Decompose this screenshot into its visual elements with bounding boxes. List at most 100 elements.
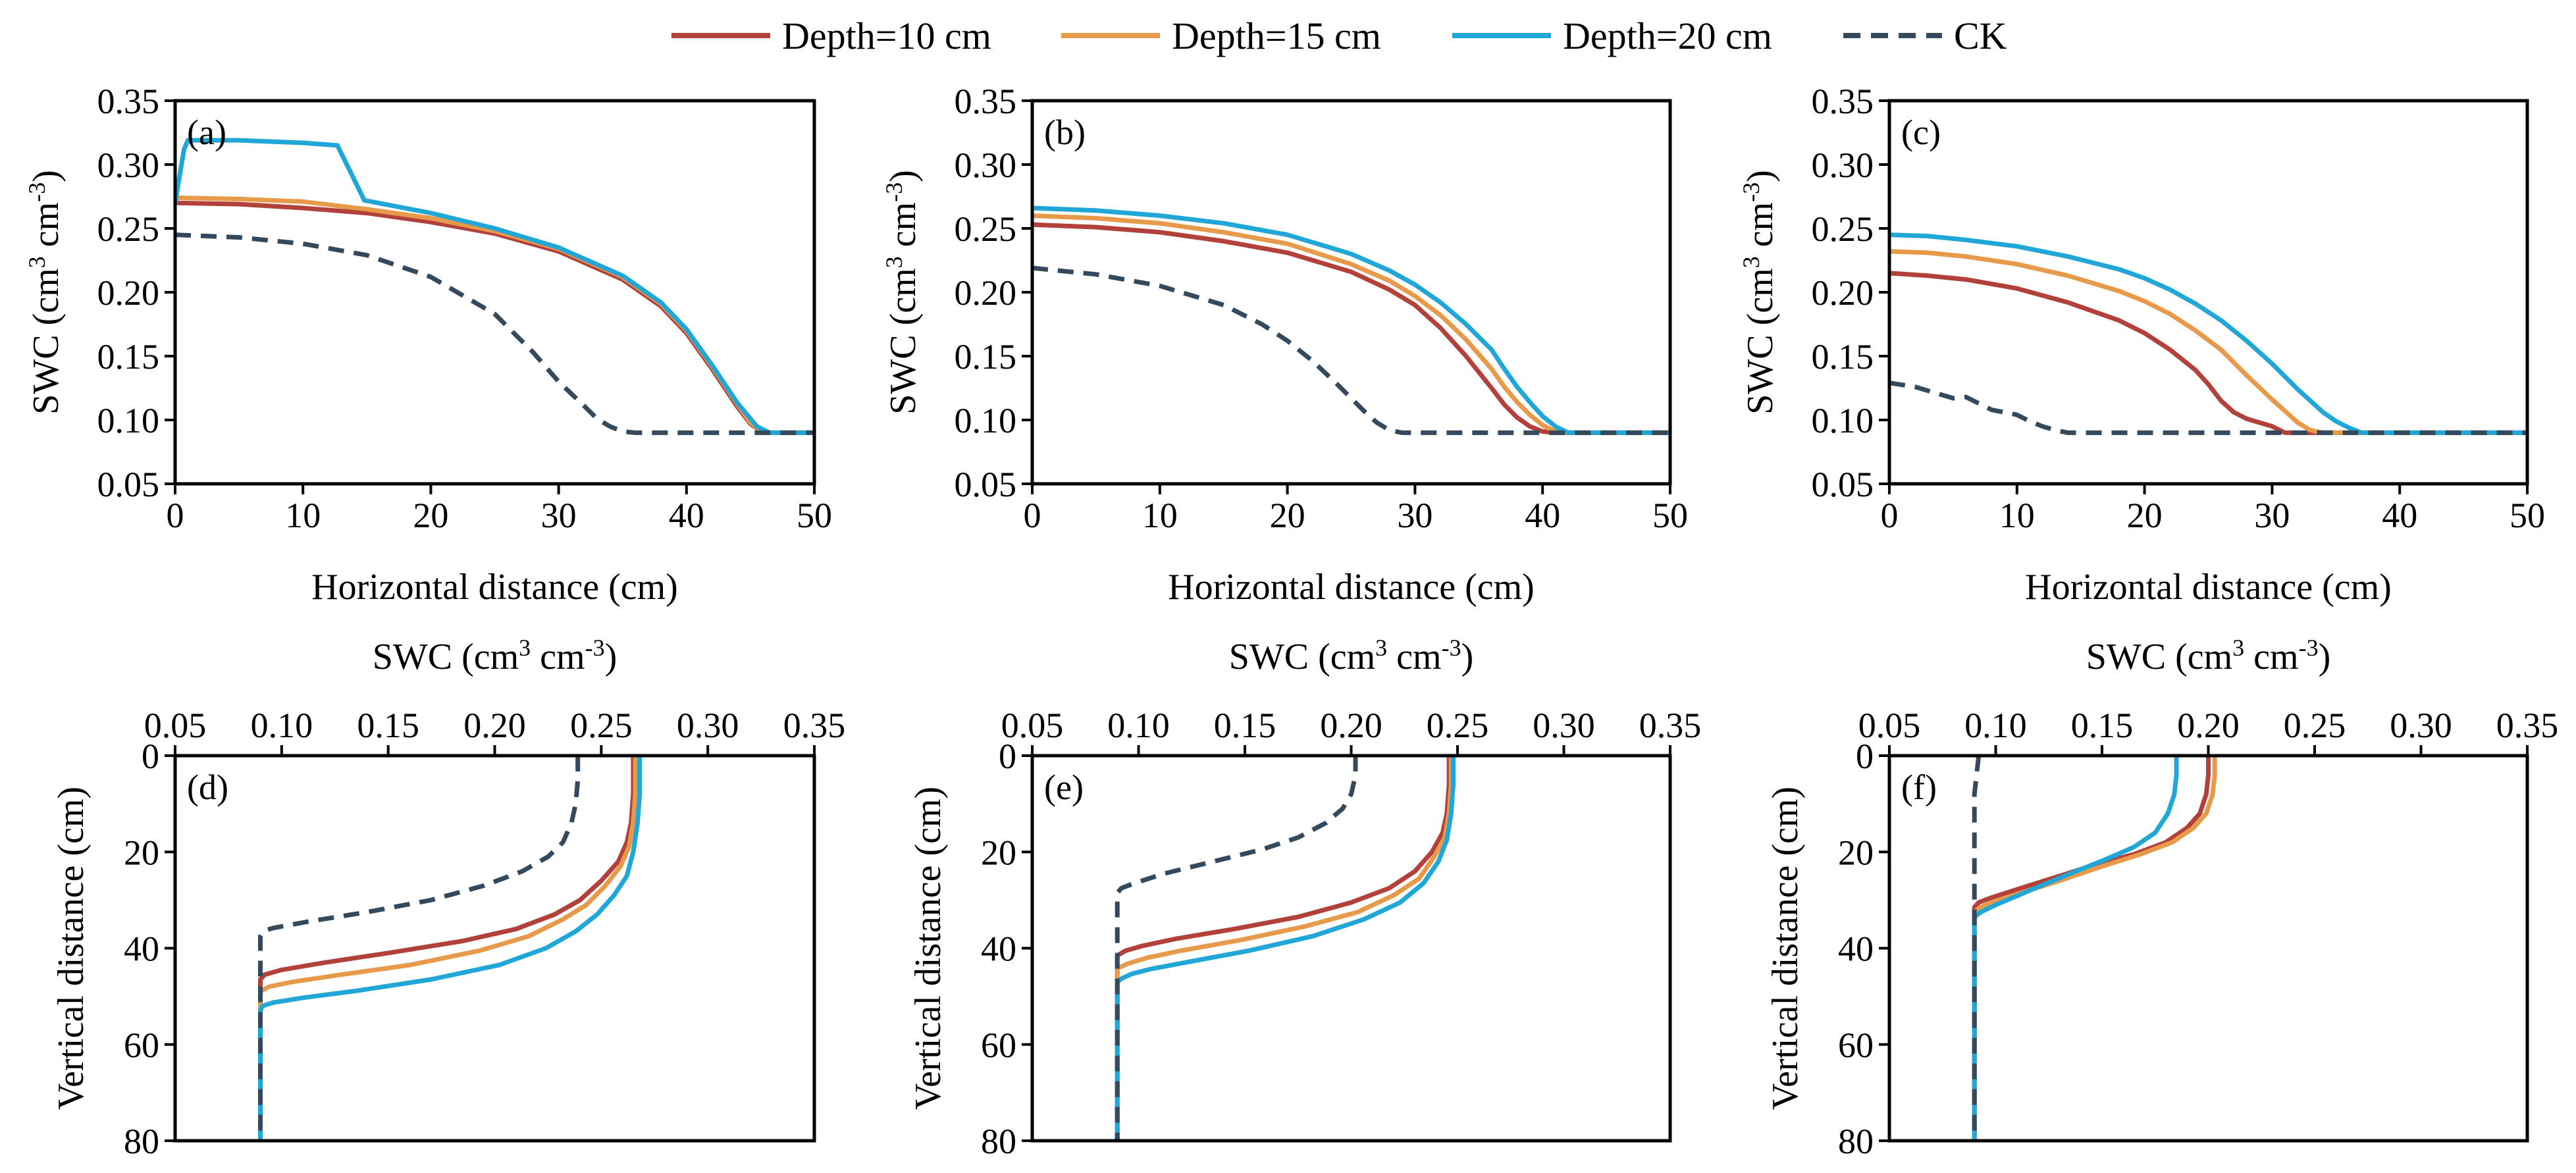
series-line-ck <box>175 232 814 435</box>
x-tick-label: 40 <box>1525 496 1560 535</box>
series-line-ck <box>1972 756 1982 1141</box>
y-axis-title: SWC (cm3 cm-3) <box>1738 170 1781 415</box>
x-tick-label: 0.20 <box>463 706 526 745</box>
series-group <box>1889 232 2527 435</box>
x-tick-label: 0.05 <box>144 706 207 745</box>
x-tick-label: 40 <box>669 496 704 535</box>
x-tick-label: 0.20 <box>1320 706 1382 745</box>
x-axis-title-part: cm <box>531 637 585 677</box>
y-tick-label: 0.10 <box>97 401 160 440</box>
y-axis-title-part: 3 <box>24 256 50 268</box>
x-tick-label: 0 <box>1881 496 1899 535</box>
series-line-depth-10-cm <box>1032 222 1670 435</box>
y-tick-label: 40 <box>124 929 159 969</box>
series-line-depth-15-cm <box>258 756 638 1141</box>
x-tick-label: 0.10 <box>1107 706 1170 745</box>
x-axis-title: SWC (cm3 cm-3) <box>2086 635 2331 677</box>
x-tick-label: 0.35 <box>783 706 846 745</box>
y-axis-title-part: 3 <box>1738 256 1764 268</box>
y-axis-title-part: -3 <box>881 182 907 202</box>
y-tick-label: 20 <box>124 833 159 872</box>
series-line-depth-20-cm <box>1889 232 2527 435</box>
x-tick-label: 10 <box>1999 496 2035 535</box>
y-tick-label: 0.35 <box>955 82 1017 121</box>
x-tick-label: 10 <box>1142 496 1178 535</box>
panel-d: (d) 0.05 0.10 0.15 0.20 0.25 0.30 0.35 0 20 40 60 80… <box>51 635 845 1161</box>
series-group <box>175 138 814 435</box>
x-tick-label: 30 <box>541 496 577 535</box>
x-tick-label: 0.10 <box>251 706 313 745</box>
y-tick-label: 60 <box>124 1026 159 1065</box>
y-tick-label: 0.35 <box>97 82 160 121</box>
legend-entry-depth-10: Depth=10 cm <box>671 14 991 57</box>
x-tick-label: 0.35 <box>1639 706 1702 745</box>
x-tick-label: 30 <box>1397 496 1433 535</box>
x-tick-label: 0.10 <box>1964 706 2027 745</box>
legend-label-depth-20: Depth=20 cm <box>1563 14 1772 57</box>
x-tick-label: 0 <box>1024 496 1041 535</box>
panel-e: (e) 0.05 0.10 0.15 0.20 0.25 0.30 0.35 0 20 40 60 80… <box>908 635 1701 1161</box>
x-tick-label: 30 <box>2254 496 2290 535</box>
x-axis-title: Horizontal distance (cm) <box>1168 567 1535 608</box>
y-axis-title-part: -3 <box>24 182 50 202</box>
x-tick-label: 0.25 <box>1427 706 1489 745</box>
series-line-ck <box>1889 380 2527 435</box>
y-tick-label: 0.10 <box>955 401 1017 440</box>
x-tick-label: 0.25 <box>570 706 633 745</box>
x-axis-title: Horizontal distance (cm) <box>311 567 678 608</box>
y-axis-title-part: cm <box>26 202 66 256</box>
series-group <box>1032 205 1670 435</box>
series-line-depth-10-cm <box>258 756 636 1141</box>
y-axis-title-part: SWC (cm <box>883 268 924 414</box>
series-group <box>1115 756 1456 1141</box>
y-tick-label: 0.20 <box>97 273 160 313</box>
y-tick-label: 0.15 <box>955 337 1017 377</box>
x-axis-title-part: SWC (cm <box>1229 637 1375 677</box>
x-axis-title-part: -3 <box>2299 635 2319 661</box>
x-tick-label: 0.25 <box>2284 706 2346 745</box>
x-tick-label: 0.15 <box>357 706 419 745</box>
x-axis-title-part: 3 <box>2232 635 2244 661</box>
y-axis-title: SWC (cm3 cm-3) <box>24 170 66 415</box>
x-tick-label: 0.30 <box>1533 706 1595 745</box>
y-tick-label: 0.20 <box>1812 273 1874 313</box>
series-line-depth-10-cm <box>1115 756 1452 1141</box>
panel-label: (c) <box>1901 113 1941 152</box>
y-axis-title-part: cm <box>883 202 924 256</box>
x-axis-title: Horizontal distance (cm) <box>2025 567 2392 608</box>
y-tick-label: 80 <box>1838 1122 1874 1161</box>
y-tick-label: 80 <box>124 1122 159 1161</box>
y-tick-label: 0 <box>1856 737 1874 776</box>
y-axis-title: SWC (cm3 cm-3) <box>881 170 924 415</box>
y-tick-label: 60 <box>981 1026 1016 1065</box>
panel-f: (f) 0.05 0.10 0.15 0.20 0.25 0.30 0.35 0 20 40 60 80… <box>1765 635 2558 1161</box>
panel-label: (e) <box>1044 768 1084 807</box>
y-tick-label: 0.25 <box>1812 209 1874 249</box>
y-axis-title-part: ) <box>883 170 924 182</box>
series-line-depth-15-cm <box>1889 249 2527 435</box>
series-line-depth-10-cm <box>1889 271 2527 435</box>
y-tick-label: 20 <box>1838 833 1874 872</box>
x-axis-title: SWC (cm3 cm-3) <box>373 635 618 677</box>
y-tick-label: 0.30 <box>97 145 160 185</box>
y-tick-label: 80 <box>981 1122 1016 1161</box>
y-tick-label: 0.25 <box>97 209 160 249</box>
x-axis-title: SWC (cm3 cm-3) <box>1229 635 1474 677</box>
series-line-depth-10-cm <box>1972 756 2211 1141</box>
x-tick-label: 50 <box>2510 496 2545 535</box>
y-axis-title-part: SWC (cm <box>26 268 66 414</box>
x-axis-title-part: ) <box>605 637 618 677</box>
y-axis-title: Vertical distance (cm) <box>1765 787 1806 1110</box>
x-axis-title-part: -3 <box>1442 635 1461 661</box>
x-tick-label: 0.05 <box>1001 706 1064 745</box>
x-tick-label: 0.30 <box>677 706 739 745</box>
panel-label: (a) <box>187 113 226 152</box>
y-tick-label: 0 <box>999 737 1016 776</box>
x-axis-title-part: -3 <box>585 635 605 661</box>
legend-entry-depth-20: Depth=20 cm <box>1452 14 1772 57</box>
y-tick-label: 40 <box>981 929 1016 969</box>
x-tick-label: 40 <box>2382 496 2417 535</box>
y-axis-title: Vertical distance (cm) <box>908 787 949 1110</box>
